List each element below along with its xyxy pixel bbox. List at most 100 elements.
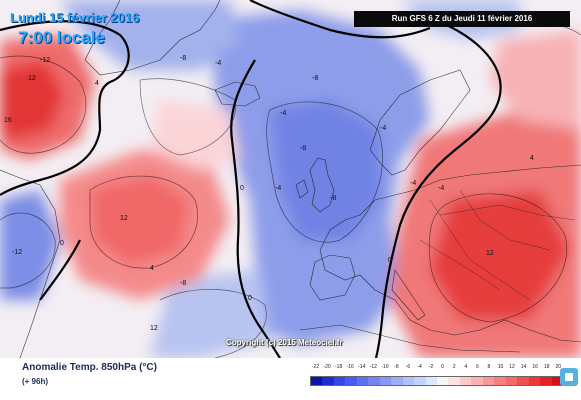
cold-anomaly-arctic [60, 0, 240, 70]
coast-greenland [84, 0, 221, 76]
coastlines [0, 0, 581, 358]
legend-color-swatch [459, 377, 472, 385]
variable-title: Anomalie Temp. 850hPa (°C) [22, 362, 157, 373]
coast-scandinavia [369, 69, 471, 176]
zero-contour-mid-atlantic [230, 59, 281, 358]
contour-label: 4 [150, 265, 154, 272]
legend-tick-label: 6 [475, 364, 479, 370]
contour-label: -4 [410, 180, 416, 187]
contour-label: 0 [388, 257, 392, 264]
legend-color-swatch [517, 377, 529, 385]
legend-color-swatch [425, 377, 437, 385]
legend-tick-label: -20 [323, 364, 331, 370]
contour-label: -8 [180, 280, 186, 287]
legend-tick-label: -8 [394, 364, 399, 370]
borders-east [419, 189, 576, 301]
contour-label: -4 [215, 60, 221, 67]
contour-label: -4 [280, 110, 286, 117]
legend-tick-label: 4 [464, 364, 468, 370]
legend-tick-label: 16 [532, 364, 538, 370]
legend-tick-label: 20 [555, 364, 562, 370]
legend-color-swatch [505, 377, 518, 385]
coast-iberia [309, 254, 356, 301]
legend-color-swatch [333, 377, 346, 385]
cold-anomaly-core [270, 100, 380, 240]
legend-color-swatch [551, 377, 563, 385]
contour-label: -4 [275, 185, 281, 192]
legend-color-swatch [414, 377, 426, 385]
legend-color-swatch [311, 377, 323, 385]
legend-tick-label: 12 [509, 364, 515, 370]
contour-label: -12 [40, 57, 50, 64]
warm-anomaly-ne [490, 30, 581, 130]
contour-label: 12 [486, 250, 494, 257]
contour-thin-5 [0, 212, 56, 289]
contour-label: 0 [240, 185, 244, 192]
contour-label: 0 [60, 240, 64, 247]
legend-color-swatch [471, 377, 483, 385]
contour-label: -4 [380, 125, 386, 132]
zero-contour-arctic [249, 0, 431, 39]
contour-label: -8 [180, 55, 186, 62]
legend-tick-label: -14 [358, 364, 366, 370]
contour-label: 4 [95, 80, 99, 87]
warm-anomaly-greenland-core [0, 60, 65, 140]
contour-thin-6 [139, 78, 236, 156]
cool-anomaly-south [150, 270, 270, 358]
zero-contour-southwest [39, 239, 81, 301]
anomaly-field [0, 0, 581, 358]
legend-color-swatch [345, 377, 357, 385]
legend-color-swatch [540, 377, 552, 385]
copyright-notice: Copyright (c) 2015 Meteociel.fr [226, 338, 343, 347]
contour-thin-8 [159, 288, 267, 358]
legend-tick-labels: -22 -20 -18 -16 -14 -12 -10 -8 -6 -4 -2 0 2 4 6 8 10 12 14… [310, 364, 564, 374]
legend-tick-label: 0 [441, 364, 445, 370]
contour-label: 16 [4, 117, 12, 124]
contour-thin-2 [89, 175, 198, 269]
contour-label: -8 [312, 75, 318, 82]
legend-tick-label: 14 [520, 364, 527, 370]
legend-color-bar [310, 376, 564, 386]
coast-italy [391, 269, 426, 321]
contour-label: 12 [120, 215, 128, 222]
legend-tick-label: -18 [335, 364, 343, 370]
contour-label: 12 [28, 75, 36, 82]
legend-color-swatch [436, 377, 449, 385]
legend-color-swatch [402, 377, 415, 385]
contour-label: -8 [300, 145, 306, 152]
contour-thin-4 [429, 193, 567, 323]
legend-tick-label: -4 [417, 364, 422, 370]
forecast-horizon: (+ 96h) [22, 377, 49, 386]
map-corner-icon[interactable] [560, 368, 578, 386]
contour-label: -12 [12, 249, 22, 256]
contour-label: 4 [530, 155, 534, 162]
legend-tick-label: -2 [428, 364, 434, 370]
legend-tick-label: 2 [452, 364, 456, 370]
legend-tick-label: -6 [405, 364, 411, 370]
legend-color-swatch [448, 377, 460, 385]
coast-north-africa [299, 324, 521, 353]
contour-label: 0 [248, 295, 252, 302]
coast-british-isles [295, 157, 335, 213]
coast-iceland [214, 81, 261, 107]
zero-contour-europe [374, 20, 502, 358]
legend-color-swatch [368, 377, 380, 385]
cold-anomaly-sw [0, 190, 60, 300]
map-date-title: Lundi 15 février 2016 [10, 10, 140, 25]
legend-color-swatch [322, 377, 334, 385]
legend-tick-label: -16 [346, 364, 354, 370]
legend-tick-label: 8 [487, 364, 491, 370]
contour-label: -8 [330, 195, 336, 202]
warm-anomaly-atlantic-core [90, 175, 190, 265]
legend-tick-label: -10 [381, 364, 389, 370]
legend-tick-label: -22 [311, 364, 320, 370]
contour-thin-3 [266, 101, 383, 243]
legend-tick-label: 18 [543, 364, 550, 370]
warm-anomaly-east-core [430, 190, 570, 320]
legend-color-swatch [528, 377, 541, 385]
zero-contour-greenland [0, 20, 130, 196]
map-footer: Anomalie Temp. 850hPa (°C) (+ 96h) -22 -2… [0, 358, 581, 400]
legend-color-swatch [391, 377, 403, 385]
contour-label: 12 [150, 325, 158, 332]
